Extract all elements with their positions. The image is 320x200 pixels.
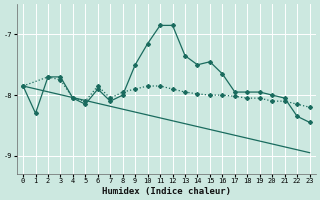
- X-axis label: Humidex (Indice chaleur): Humidex (Indice chaleur): [102, 187, 231, 196]
